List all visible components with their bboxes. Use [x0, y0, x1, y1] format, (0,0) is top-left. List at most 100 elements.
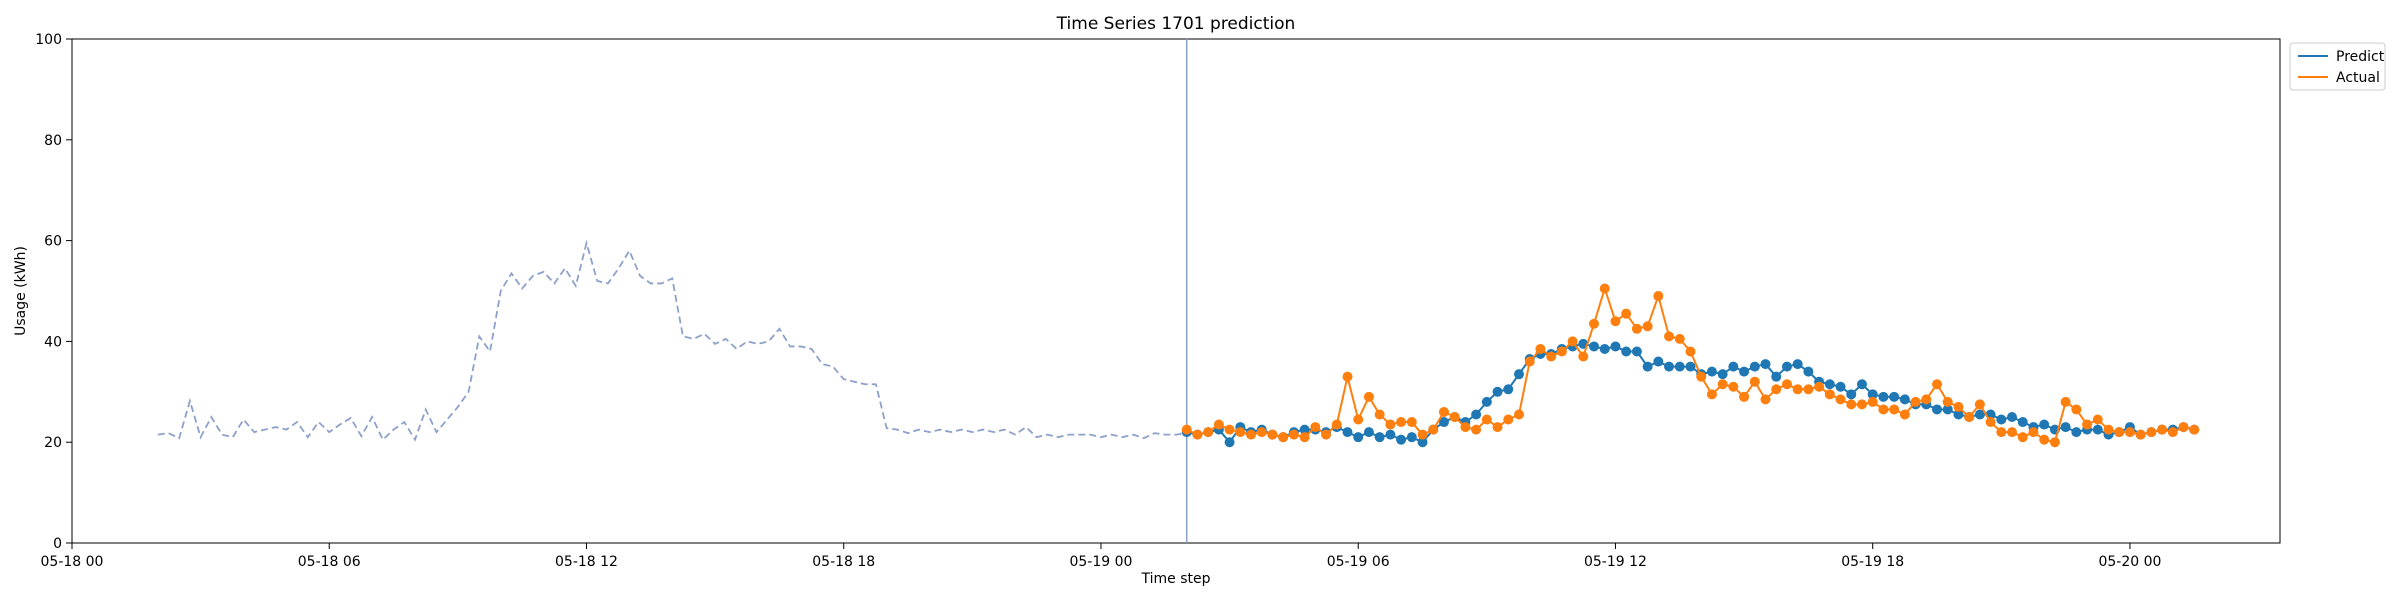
data-point-actual: [1706, 389, 1717, 400]
data-point-predict: [1717, 369, 1728, 380]
data-point-actual: [2114, 427, 2125, 438]
data-point-actual: [2167, 427, 2178, 438]
data-point-predict: [1396, 434, 1407, 445]
data-point-actual: [1192, 429, 1203, 440]
data-point-actual: [1535, 343, 1546, 354]
data-point-actual: [1321, 429, 1332, 440]
data-point-actual: [2060, 396, 2071, 407]
data-point-actual: [2146, 427, 2157, 438]
x-axis: 05-18 00 05-18 06 05-18 12 05-18 18 05-19 00…: [41, 543, 2161, 570]
data-point-predict: [1374, 432, 1385, 443]
data-point-actual: [1299, 432, 1310, 443]
chart-title: Time Series 1701 prediction: [1056, 14, 1296, 34]
data-point-actual: [1246, 429, 1257, 440]
data-point-predict: [1856, 379, 1867, 390]
data-point-actual: [1417, 429, 1428, 440]
data-point-predict: [1631, 346, 1642, 357]
data-point-actual: [1524, 356, 1535, 367]
y-tick-label: 80: [44, 133, 62, 149]
data-point-predict: [1728, 361, 1739, 372]
data-point-actual: [1256, 427, 1267, 438]
x-tick-label: 05-18 12: [555, 554, 618, 570]
data-point-actual: [2124, 427, 2135, 438]
data-point-predict: [1835, 381, 1846, 392]
data-point-actual: [2189, 424, 2200, 435]
data-point-predict: [1621, 346, 1632, 357]
data-point-predict: [1385, 429, 1396, 440]
data-point-actual: [1792, 384, 1803, 395]
data-point-actual: [1267, 429, 1278, 440]
data-point-actual: [1631, 323, 1642, 334]
data-point-actual: [1910, 396, 1921, 407]
data-point-predict: [1353, 432, 1364, 443]
data-point-predict: [2007, 412, 2018, 422]
data-point-actual: [1374, 409, 1385, 420]
data-point-actual: [1760, 394, 1771, 405]
data-point-actual: [1363, 391, 1374, 402]
data-point-predict: [1417, 437, 1428, 448]
data-point-predict: [1599, 343, 1610, 354]
data-point-actual: [2071, 404, 2082, 415]
data-point-actual: [1996, 427, 2007, 438]
data-point-predict: [1685, 361, 1696, 372]
data-point-actual: [1889, 404, 1900, 415]
data-point-actual: [1181, 424, 1192, 435]
data-point-predict: [1749, 361, 1760, 372]
data-point-predict: [1406, 432, 1417, 443]
data-point-actual: [1438, 406, 1449, 417]
data-point-actual: [1589, 318, 1600, 329]
data-point-actual: [2028, 427, 2039, 438]
data-point-actual: [2103, 424, 2114, 435]
x-tick-label: 05-19 18: [1841, 554, 1904, 570]
data-point-predict: [1664, 361, 1675, 372]
data-point-actual: [1578, 351, 1589, 362]
history-line: [157, 239, 1187, 442]
data-point-predict: [1513, 369, 1524, 380]
data-point-actual: [1867, 396, 1878, 407]
legend-label-predict: Predict: [2336, 49, 2385, 65]
y-tick-label: 60: [44, 234, 62, 250]
data-point-predict: [1492, 386, 1503, 397]
data-point-actual: [1953, 401, 1964, 412]
data-point-predict: [1471, 409, 1482, 420]
data-point-actual: [1824, 389, 1835, 400]
data-point-actual: [2082, 419, 2093, 430]
data-point-predict: [1342, 427, 1353, 438]
x-tick-label: 05-18 18: [812, 554, 875, 570]
data-point-actual: [2135, 429, 2146, 440]
data-point-actual: [1846, 399, 1857, 410]
data-point-actual: [1235, 427, 1246, 438]
plot-area: [71, 38, 2281, 544]
x-tick-label: 05-19 06: [1327, 554, 1390, 570]
data-point-predict: [1803, 366, 1814, 377]
data-point-actual: [2017, 432, 2028, 443]
data-point-actual: [1932, 379, 1943, 390]
data-point-actual: [1696, 371, 1707, 382]
data-point-actual: [1664, 331, 1675, 342]
data-point-actual: [1781, 379, 1792, 390]
data-point-predict: [1953, 409, 1964, 420]
data-point-predict: [1760, 359, 1771, 370]
data-point-predict: [1481, 396, 1492, 407]
data-point-predict: [1610, 341, 1621, 352]
data-point-predict: [1771, 371, 1782, 382]
data-point-actual: [1621, 308, 1632, 319]
data-point-actual: [2092, 414, 2103, 425]
data-point-actual: [1278, 432, 1289, 443]
series-layer: [157, 39, 2200, 543]
data-point-actual: [1814, 381, 1825, 392]
data-point-predict: [1589, 341, 1600, 352]
data-point-predict: [1942, 404, 1953, 415]
data-point-predict: [1224, 437, 1235, 448]
data-point-actual: [1556, 346, 1567, 357]
data-point-predict: [1706, 366, 1717, 377]
data-point-actual: [1835, 394, 1846, 405]
data-point-actual: [1878, 404, 1889, 415]
data-point-actual: [1203, 427, 1214, 438]
data-point-actual: [1610, 316, 1621, 327]
data-point-actual: [1460, 422, 1471, 433]
data-point-actual: [1213, 419, 1224, 430]
data-point-actual: [1567, 336, 1578, 347]
data-point-predict: [2092, 424, 2103, 435]
